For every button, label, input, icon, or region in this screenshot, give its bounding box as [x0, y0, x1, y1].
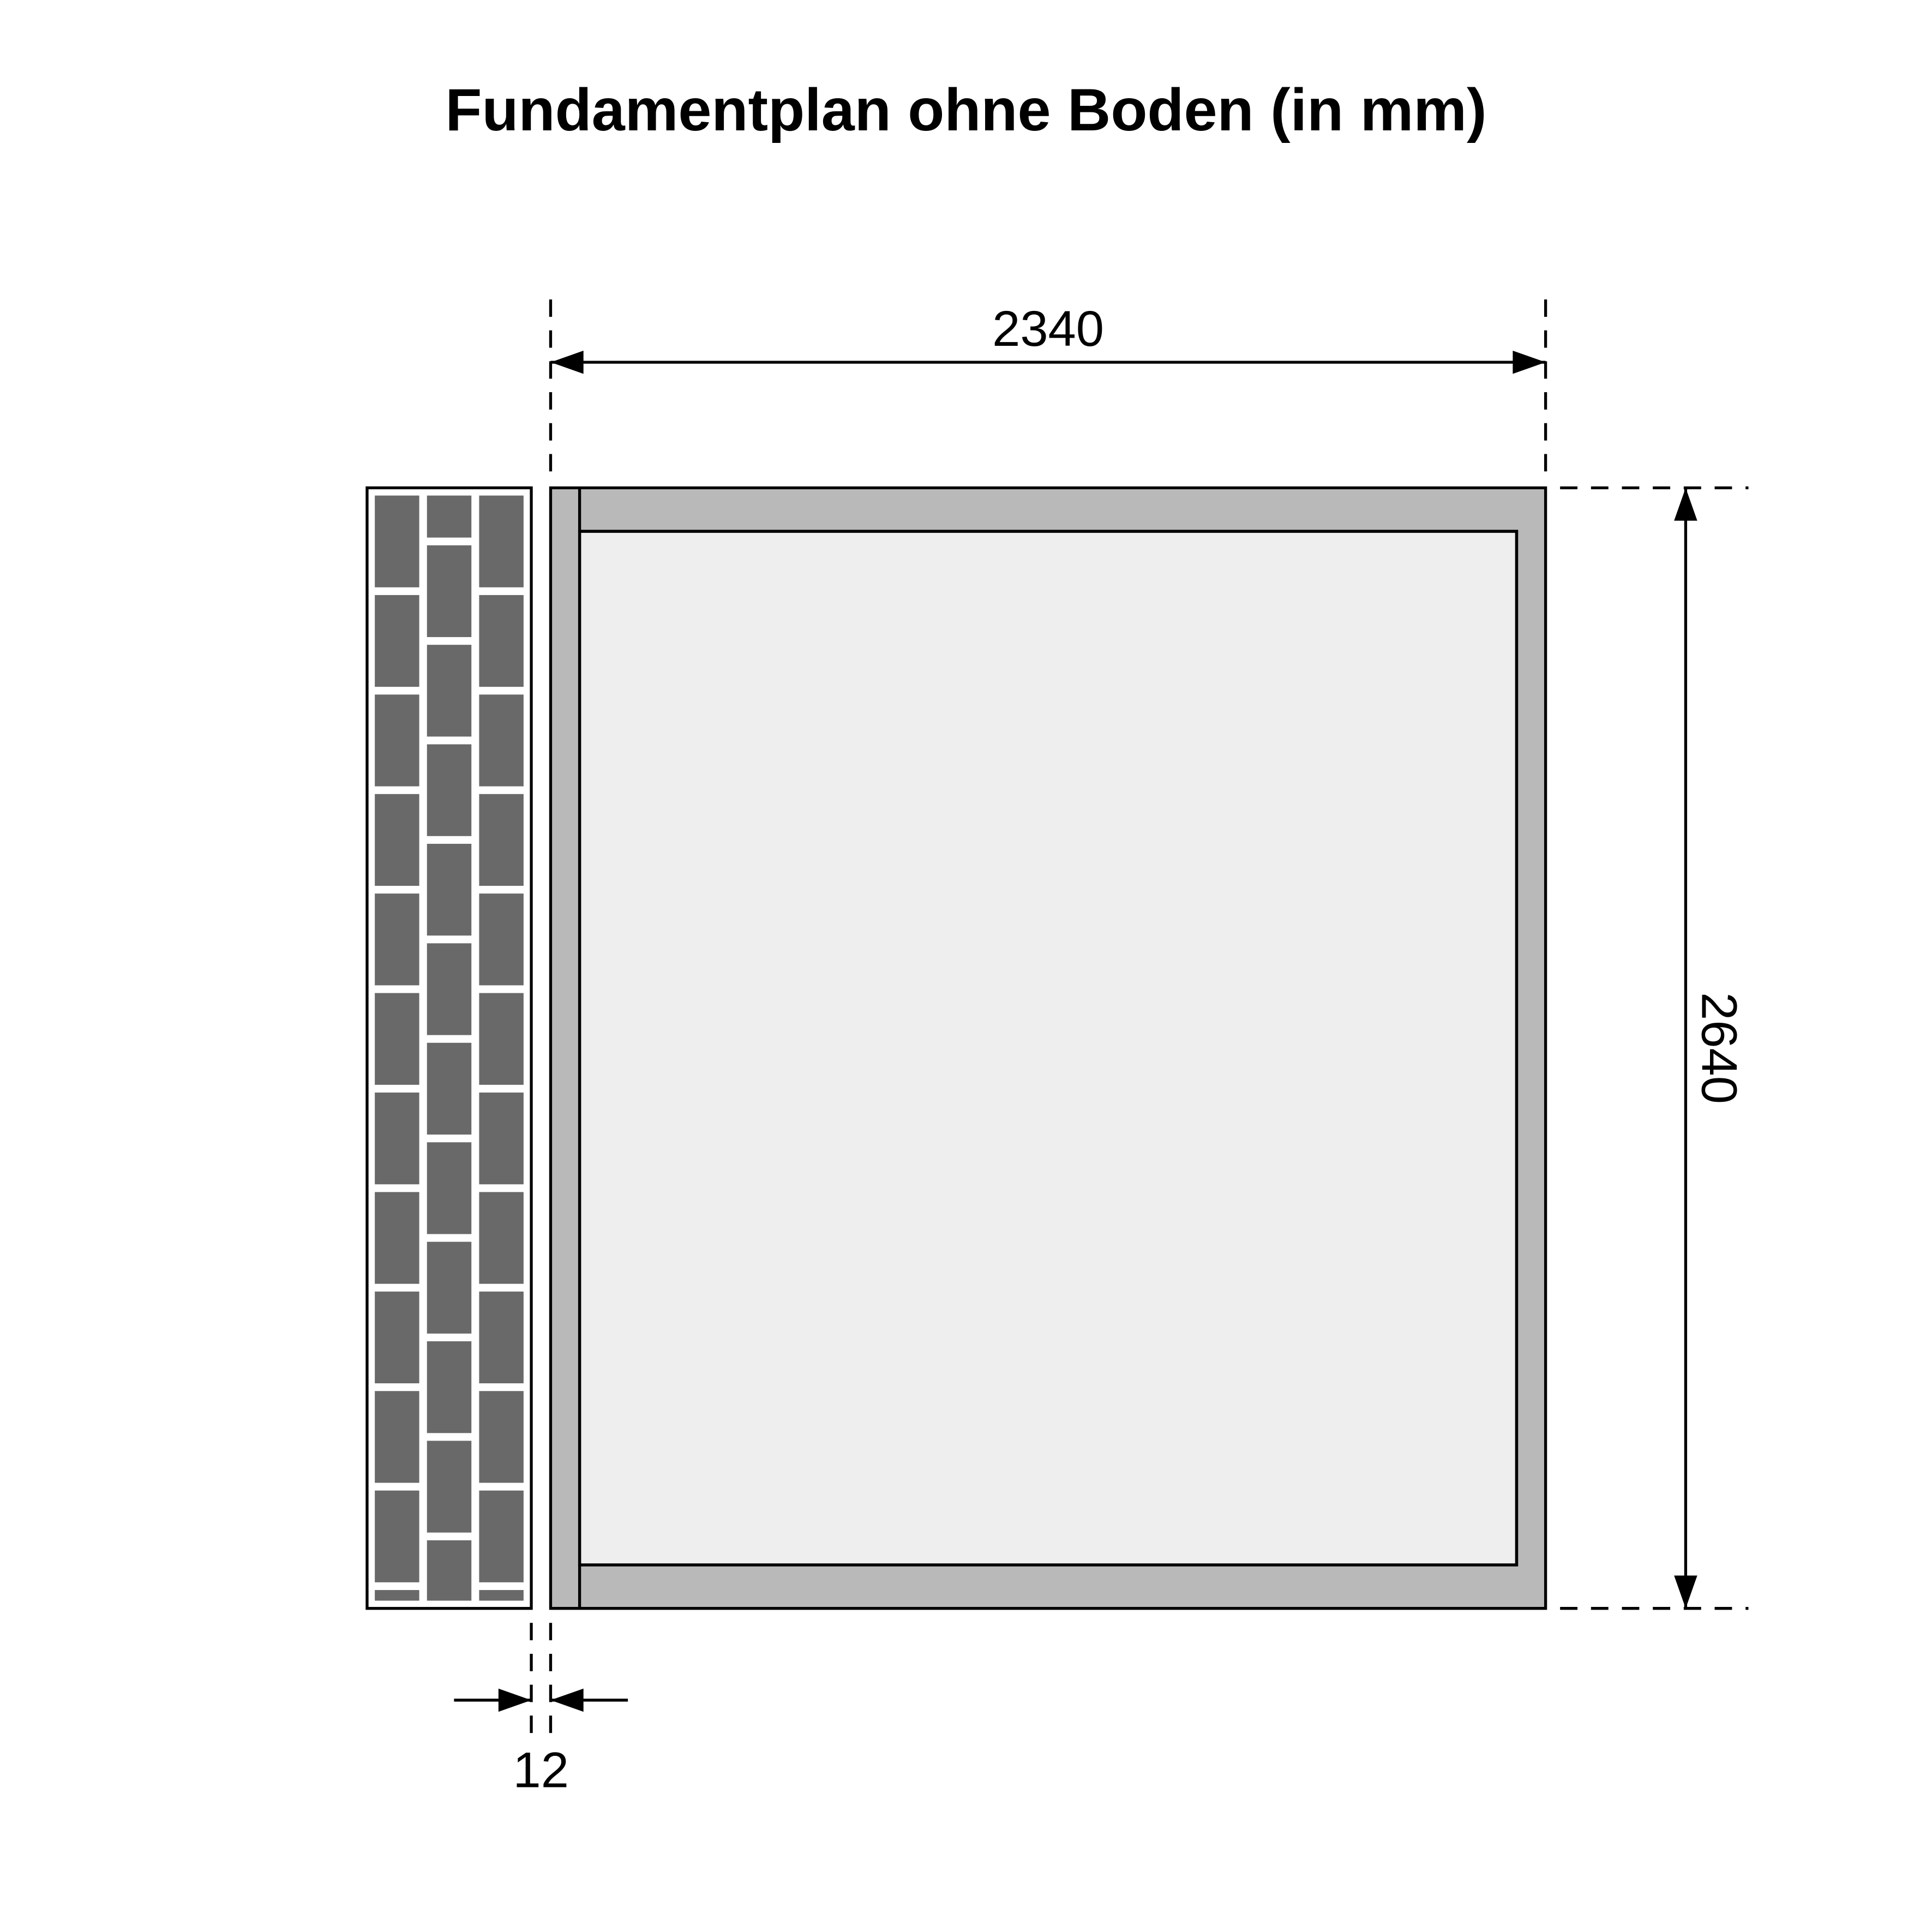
brick-wall — [367, 488, 531, 1608]
foundation-plan-diagram: Fundamentplan ohne Boden (in mm) 2340 2640… — [0, 0, 1932, 1932]
foundation-frame — [550, 488, 1545, 1608]
dimension-height-label: 2640 — [1691, 992, 1748, 1104]
diagram-title: Fundamentplan ohne Boden (in mm) — [445, 77, 1486, 143]
dimension-gap-label: 12 — [513, 1742, 569, 1798]
dimension-width-label: 2340 — [992, 301, 1104, 357]
